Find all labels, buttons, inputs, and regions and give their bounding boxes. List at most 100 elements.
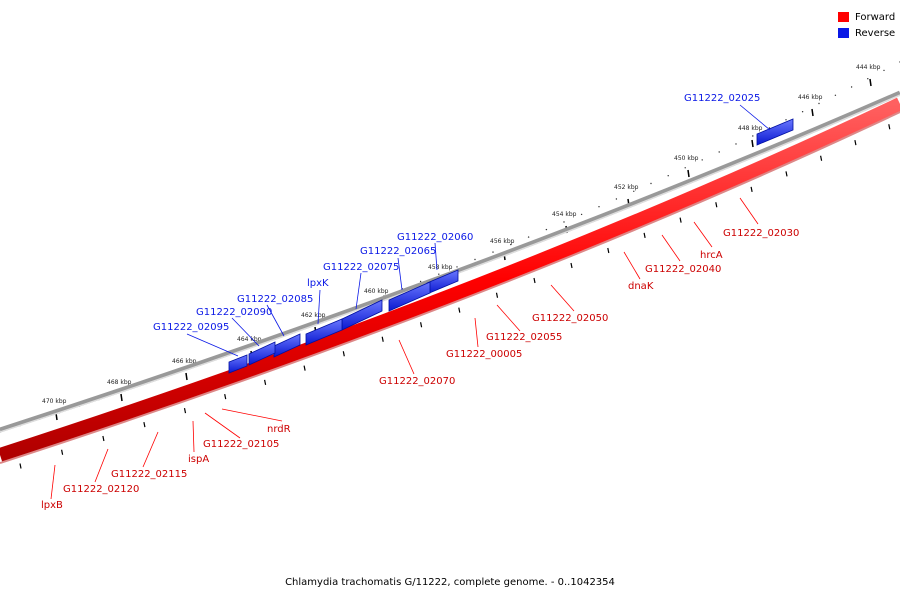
ruler-dot: [883, 69, 885, 72]
reverse-gene-label: G11222_02060: [397, 232, 473, 243]
lower-tick: [570, 262, 573, 269]
ruler-dot: [419, 280, 422, 283]
forward-gene-leader: [623, 251, 641, 280]
genome-backbone: [0, 90, 900, 433]
forward-band: [0, 97, 900, 462]
lower-tick: [715, 202, 718, 208]
backbone-line-inner: [0, 94, 900, 433]
lower-tick: [61, 449, 64, 455]
forward-gene-label: G11222_00005: [446, 349, 522, 360]
forward-gene-label: G11222_02040: [645, 264, 721, 275]
ruler-dot: [580, 213, 583, 216]
legend-forward-swatch: [838, 12, 849, 22]
reverse-gene-block: [228, 354, 248, 374]
ruler-tick-label: 456 kbp: [490, 238, 515, 245]
ruler-tick: [869, 78, 872, 87]
lower-tick: [854, 139, 857, 146]
legend: Forward Reverse: [838, 9, 895, 41]
ruler-tick-label: 460 kbp: [364, 288, 389, 295]
reverse-gene-leader: [231, 317, 260, 347]
reverse-gene-leader: [397, 257, 403, 291]
legend-forward: Forward: [838, 9, 895, 25]
reverse-gene-leader: [266, 304, 285, 337]
lower-tick: [458, 307, 461, 313]
forward-gene-leader: [398, 339, 415, 375]
forward-gene-leader: [204, 412, 241, 439]
forward-gene-label: G11222_02105: [203, 439, 279, 450]
ruler-dot: [850, 86, 853, 88]
lower-tick: [342, 351, 345, 357]
ruler-dot: [718, 151, 720, 153]
reverse-gene-block: [756, 118, 794, 146]
forward-band-shadow: [0, 111, 900, 464]
reverse-gene-label: G11222_02095: [153, 322, 229, 333]
lower-tick: [785, 171, 788, 177]
lower-tick: [19, 463, 22, 469]
ruler-tick-label: 466 kbp: [172, 358, 197, 365]
ruler-dot: [701, 159, 703, 161]
reverse-gene-leader: [434, 242, 438, 271]
ruler-dot: [867, 78, 869, 80]
lower-tick: [224, 393, 227, 400]
lower-tick: [183, 407, 187, 414]
reverse-gene-leader: [186, 333, 239, 357]
lower-tick: [495, 292, 499, 298]
lower-ticks: [19, 124, 891, 469]
ruler-tick: [751, 139, 754, 148]
ruler-dot: [633, 190, 635, 192]
forward-gene-leader: [50, 464, 56, 500]
legend-reverse-label: Reverse: [855, 27, 896, 39]
ruler-tick-label: 464 kbp: [237, 336, 262, 343]
ruler-tick-label: 454 kbp: [552, 211, 577, 218]
ruler-dot: [474, 258, 476, 261]
lower-tick: [888, 124, 891, 130]
ruler-dot: [818, 102, 820, 105]
lower-tick: [381, 336, 384, 342]
ruler-dot: [667, 175, 669, 177]
legend-reverse-swatch: [838, 28, 849, 38]
forward-gene-leader: [496, 304, 521, 332]
forward-gene-label: G11222_02070: [379, 376, 455, 387]
legend-forward-label: Forward: [855, 11, 896, 23]
ruler-dot: [545, 228, 548, 231]
ruler-tick: [687, 169, 690, 178]
reverse-gene-label: G11222_02025: [684, 93, 760, 104]
reverse-gene-label: G11222_02085: [237, 294, 313, 305]
reverse-gene-label: lpxK: [307, 278, 329, 289]
forward-gene-leader: [142, 431, 159, 468]
ruler-tick-label: 468 kbp: [107, 379, 132, 386]
ruler-tick-label: 458 kbp: [428, 264, 453, 271]
lower-tick: [643, 232, 646, 239]
lower-tick: [820, 155, 823, 161]
ruler-dot: [752, 135, 754, 137]
forward-gene-leader: [739, 197, 759, 225]
ruler-tick-label: 462 kbp: [301, 312, 326, 319]
ruler-dot: [735, 143, 737, 145]
forward-gene-label: G11222_02115: [111, 469, 187, 480]
reverse-genes: [228, 118, 794, 374]
reverse-gene-block: [305, 318, 343, 346]
lower-tick: [679, 217, 682, 223]
ruler-dot: [768, 127, 771, 129]
ruler: 444 kbp 446 kbp 448 kbp 450 kbp 452 kbp 454 k…: [0, 61, 900, 433]
forward-gene-leader: [693, 221, 713, 248]
reverse-gene-leader: [317, 289, 321, 325]
reverse-gene-leader: [355, 272, 362, 310]
ruler-dot: [785, 119, 787, 121]
forward-gene-label: hrcA: [700, 250, 723, 261]
forward-gene-label: G11222_02120: [63, 484, 139, 495]
forward-gene-leader: [221, 408, 283, 422]
ruler-dot: [834, 94, 837, 97]
ruler-dot: [563, 221, 565, 223]
forward-gene-label: ispA: [188, 454, 209, 465]
legend-reverse: Reverse: [838, 25, 895, 41]
ruler-dot: [492, 251, 494, 253]
ruler-tick-label: 452 kbp: [614, 184, 639, 191]
ruler-dot: [510, 243, 512, 246]
ruler-dot: [615, 198, 618, 200]
forward-gene-leader: [661, 234, 681, 262]
lower-tick: [102, 435, 105, 442]
forward-gene-label: G11222_02030: [723, 228, 799, 239]
forward-gene-label: nrdR: [267, 424, 291, 435]
